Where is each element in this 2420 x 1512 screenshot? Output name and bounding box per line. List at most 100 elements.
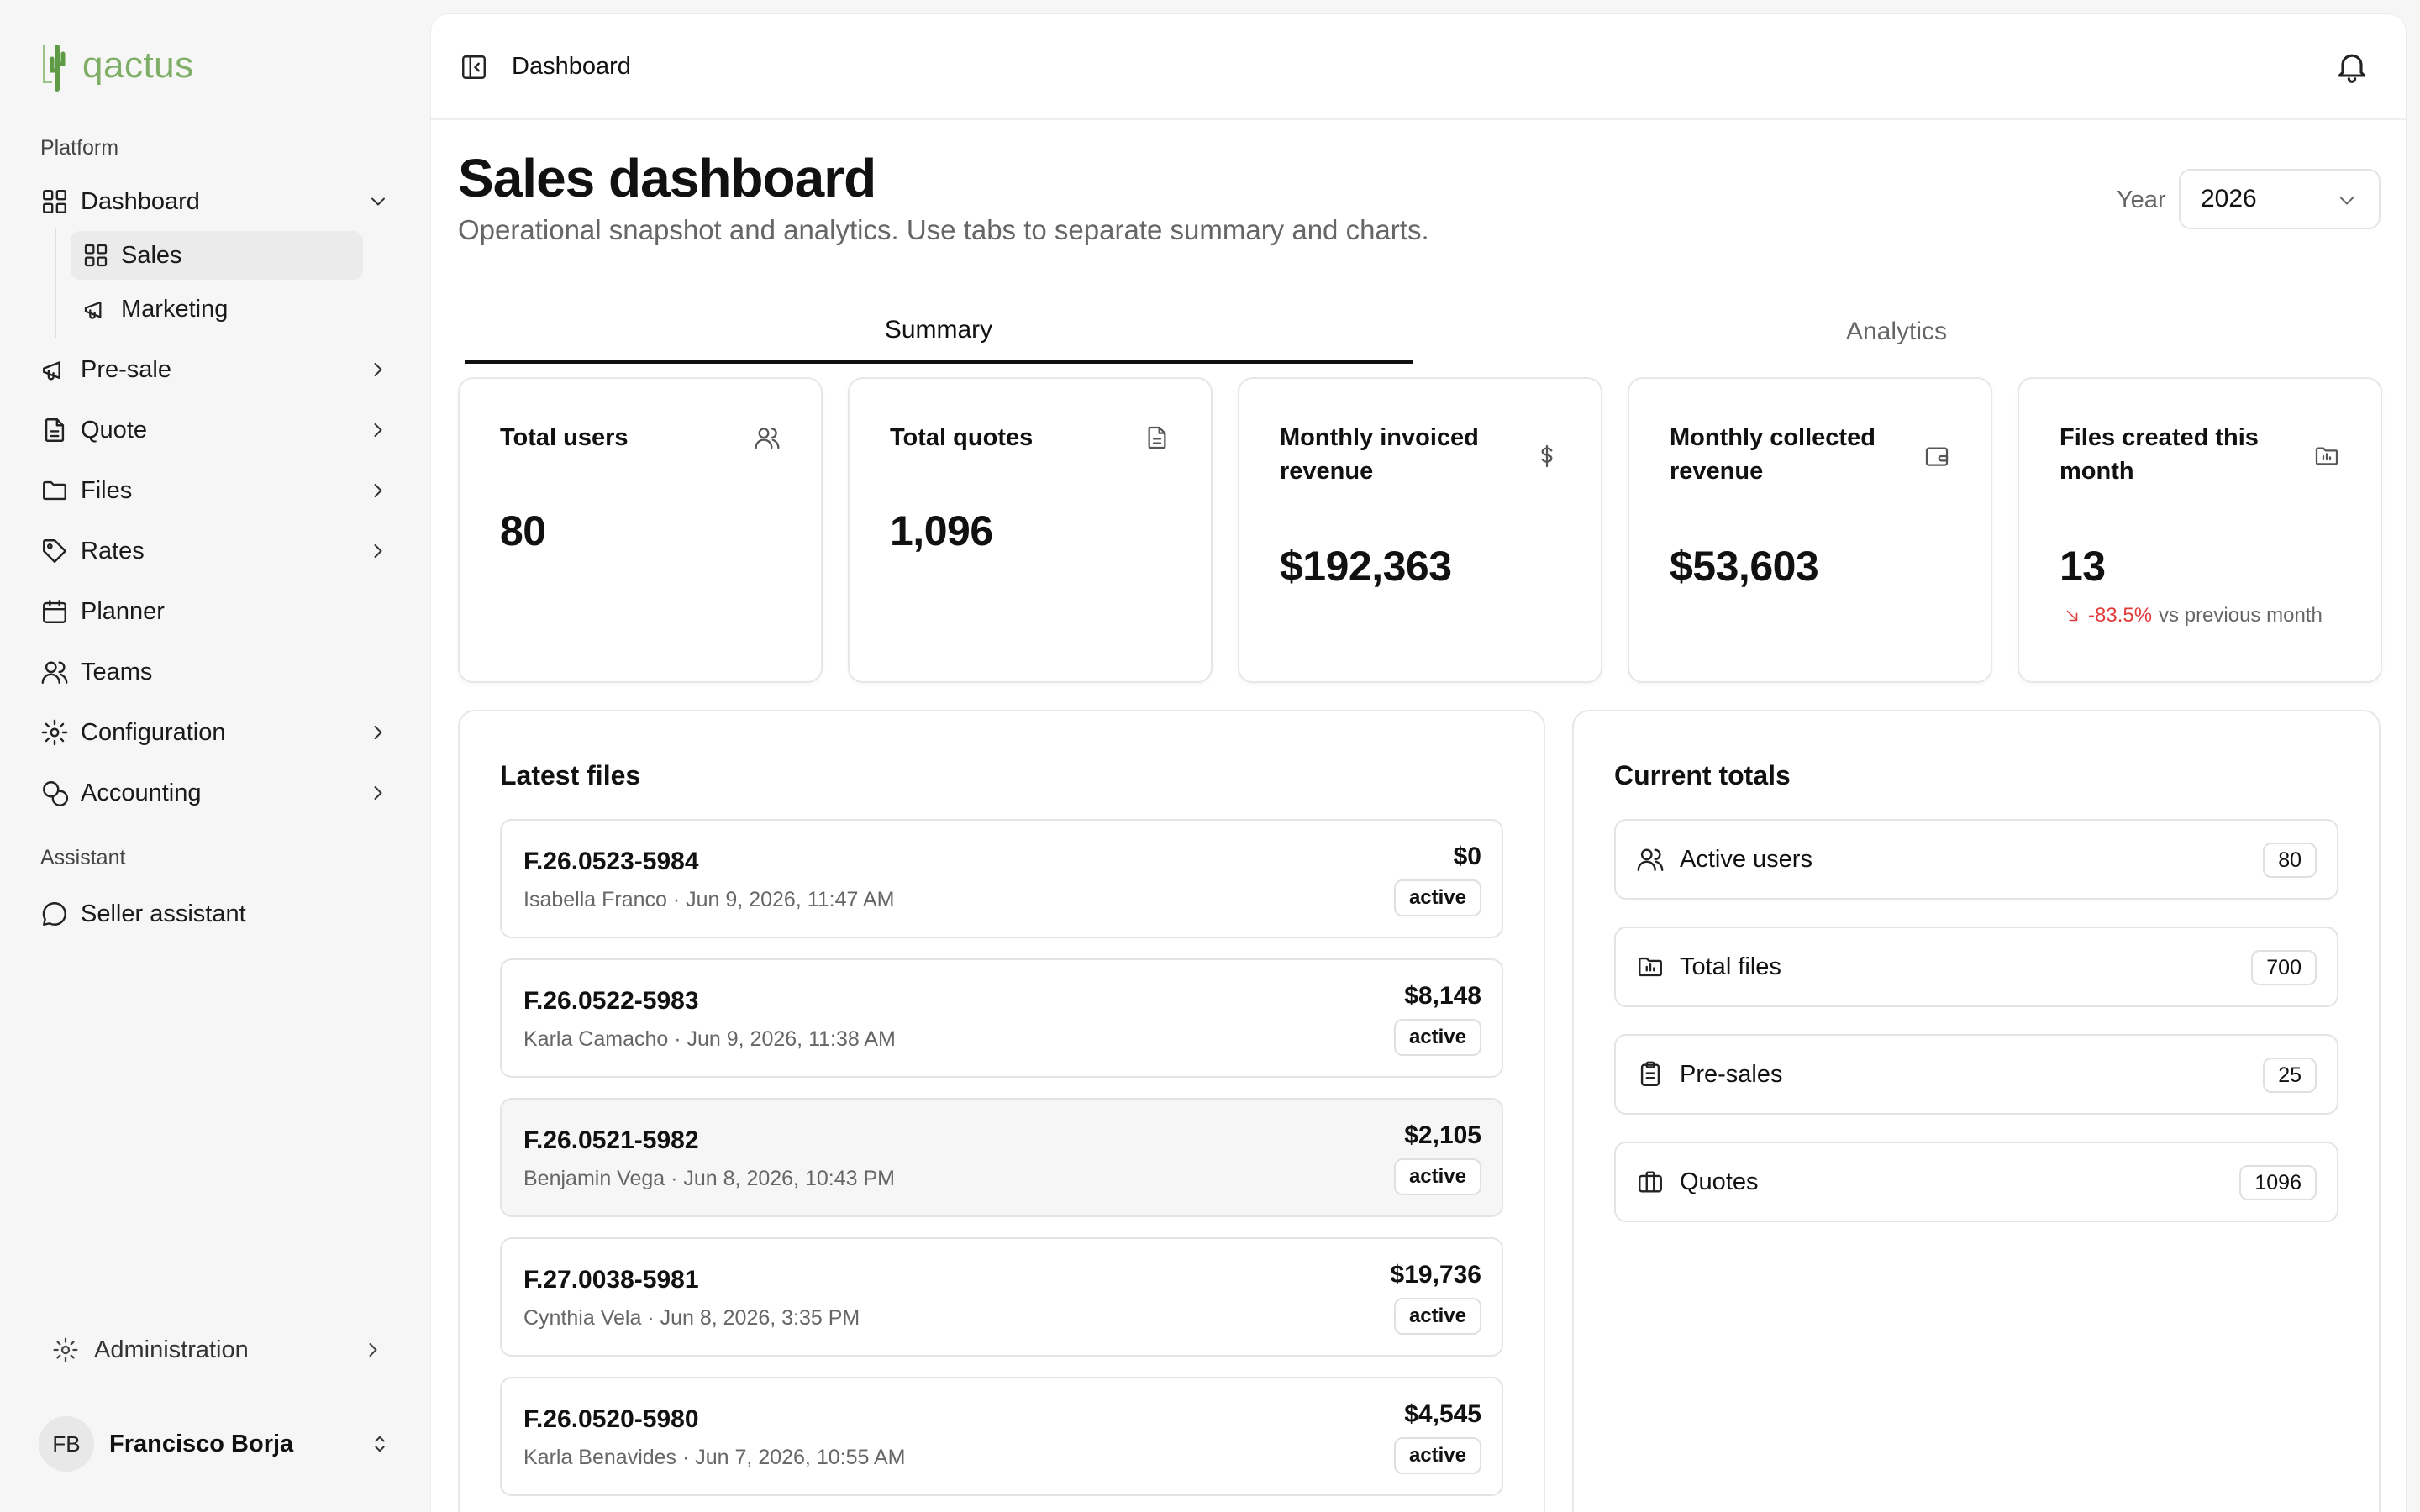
stat-card-files-created: Files created this month 13 -83.5% vs pr… — [2018, 377, 2382, 683]
file-row[interactable]: F.27.0038-5981 Cynthia Vela · Jun 8, 202… — [500, 1237, 1503, 1357]
sidebar-item-rates[interactable]: Rates — [30, 527, 400, 575]
chevron-right-icon — [374, 363, 382, 376]
stat-card-monthly-invoiced-revenue: Monthly invoiced revenue $192,363 — [1238, 377, 1602, 683]
file-id: F.26.0521-5982 — [523, 1126, 699, 1154]
chevron-right-icon — [374, 544, 382, 558]
total-row-pre-sales[interactable]: Pre-sales 25 — [1614, 1034, 2338, 1115]
stat-label: Files created this month — [2060, 424, 2259, 485]
file-meta: Cynthia Vela · Jun 8, 2026, 3:35 PM — [523, 1306, 860, 1330]
stat-value: $192,363 — [1280, 543, 1452, 590]
page-title: Sales dashboard — [458, 148, 876, 208]
megaphone-icon — [84, 301, 102, 319]
sidebar-item-label: Administration — [94, 1336, 249, 1363]
file-amount: $4,545 — [1404, 1400, 1481, 1428]
document-icon — [1148, 426, 1166, 449]
file-meta: Isabella Franco · Jun 9, 2026, 11:47 AM — [523, 888, 895, 911]
sidebar-item-configuration[interactable]: Configuration — [30, 708, 400, 757]
tab-analytics[interactable]: Analytics — [1845, 318, 1948, 345]
panel-title: Current totals — [1614, 760, 1791, 790]
sidebar-item-label: Seller assistant — [81, 900, 246, 927]
page-subtitle: Operational snapshot and analytics. Use … — [458, 214, 1429, 245]
stat-label: Total users — [500, 424, 629, 451]
total-label: Pre-sales — [1680, 1060, 1783, 1088]
sidebar-item-quote[interactable]: Quote — [30, 406, 400, 454]
status-badge: active — [1393, 879, 1481, 916]
total-row-total-files[interactable]: Total files 700 — [1614, 927, 2338, 1007]
file-id: F.26.0522-5983 — [523, 987, 699, 1015]
gear-icon — [41, 719, 68, 746]
chevron-right-icon — [374, 484, 382, 497]
file-amount: $2,105 — [1404, 1121, 1481, 1149]
users-icon — [755, 428, 780, 449]
breadcrumb: Dashboard — [512, 53, 631, 80]
stat-value: 80 — [500, 507, 546, 554]
count-badge: 25 — [2263, 1058, 2317, 1093]
file-meta: Karla Benavides · Jun 7, 2026, 10:55 AM — [523, 1446, 906, 1469]
megaphone-icon — [43, 361, 60, 381]
sidebar-toggle-icon[interactable] — [460, 53, 488, 81]
bell-icon[interactable] — [2333, 48, 2370, 85]
stat-card-total-quotes: Total quotes 1,096 — [848, 377, 1213, 683]
folder-chart-icon — [1639, 957, 1662, 977]
file-row[interactable]: F.26.0522-5983 Karla Camacho · Jun 9, 20… — [500, 958, 1503, 1078]
sidebar: qactus Platform Dashboard Sales Marketin… — [0, 0, 429, 1512]
total-row-quotes[interactable]: Quotes 1096 — [1614, 1142, 2338, 1222]
sidebar-item-seller-assistant[interactable]: Seller assistant — [30, 890, 400, 938]
file-row[interactable]: F.26.0520-5980 Karla Benavides · Jun 7, … — [500, 1377, 1503, 1496]
file-amount: $0 — [1453, 843, 1481, 870]
sidebar-item-dashboard[interactable]: Dashboard — [30, 177, 400, 226]
sidebar-item-files[interactable]: Files — [30, 466, 400, 515]
sidebar-item-marketing[interactable]: Marketing — [71, 285, 363, 333]
stat-label: Monthly collected revenue — [1670, 424, 1876, 485]
stat-value: 1,096 — [890, 507, 993, 554]
sidebar-item-label: Teams — [81, 658, 153, 685]
file-amount: $19,736 — [1390, 1261, 1481, 1289]
topbar: Dashboard — [431, 14, 2406, 120]
user-menu[interactable]: FB Francisco Borja — [39, 1415, 392, 1473]
total-row-active-users[interactable]: Active users 80 — [1614, 819, 2338, 900]
coins-icon — [43, 781, 69, 806]
chevron-down-icon — [371, 197, 385, 206]
stat-label: Monthly invoiced revenue — [1280, 424, 1479, 485]
sidebar-item-label: Sales — [121, 241, 182, 269]
status-badge: active — [1393, 1158, 1481, 1195]
file-row[interactable]: F.26.0521-5982 Benjamin Vega · Jun 8, 20… — [500, 1098, 1503, 1217]
sidebar-item-accounting[interactable]: Accounting — [30, 769, 400, 817]
avatar: FB — [39, 1416, 94, 1472]
stat-card-total-users: Total users 80 — [458, 377, 823, 683]
users-icon — [41, 661, 68, 684]
count-badge: 700 — [2251, 950, 2317, 985]
sidebar-item-teams[interactable]: Teams — [30, 648, 400, 696]
brand-logo[interactable]: qactus — [39, 39, 194, 92]
file-row[interactable]: F.26.0523-5984 Isabella Franco · Jun 9, … — [500, 819, 1503, 938]
chevron-right-icon — [369, 1343, 377, 1357]
cactus-logo-icon — [43, 45, 66, 92]
sidebar-item-sales[interactable]: Sales — [71, 231, 363, 280]
file-id: F.27.0038-5981 — [523, 1266, 699, 1294]
sidebar-item-label: Planner — [81, 597, 165, 625]
tag-icon — [43, 539, 66, 563]
file-meta: Karla Camacho · Jun 9, 2026, 11:38 AM — [523, 1027, 896, 1051]
total-label: Active users — [1680, 845, 1812, 873]
year-value: 2026 — [2201, 185, 2257, 213]
calendar-icon — [43, 600, 66, 623]
count-badge: 1096 — [2239, 1165, 2317, 1200]
section-label-assistant: Assistant — [40, 846, 126, 869]
chat-bubble-icon — [42, 902, 66, 926]
year-select[interactable]: 2026 — [2179, 169, 2381, 229]
gear-icon — [53, 1337, 78, 1362]
chevron-right-icon — [374, 726, 382, 739]
sidebar-item-label: Dashboard — [81, 187, 200, 215]
sidebar-item-administration[interactable]: Administration — [40, 1326, 385, 1374]
sidebar-item-presale[interactable]: Pre-sale — [30, 345, 400, 394]
stat-value: $53,603 — [1670, 543, 1819, 590]
stat-delta: -83.5% vs previous month — [2063, 604, 2323, 627]
panel-title: Latest files — [500, 760, 641, 790]
sidebar-item-planner[interactable]: Planner — [30, 587, 400, 636]
users-icon — [1637, 848, 1664, 871]
stat-value: 13 — [2060, 543, 2106, 590]
section-label-platform: Platform — [40, 136, 119, 160]
latest-files-panel: Latest files F.26.0523-5984 Isabella Fra… — [458, 710, 1545, 1512]
clipboard-icon — [1640, 1061, 1660, 1086]
tab-summary[interactable]: Summary — [465, 300, 1413, 364]
